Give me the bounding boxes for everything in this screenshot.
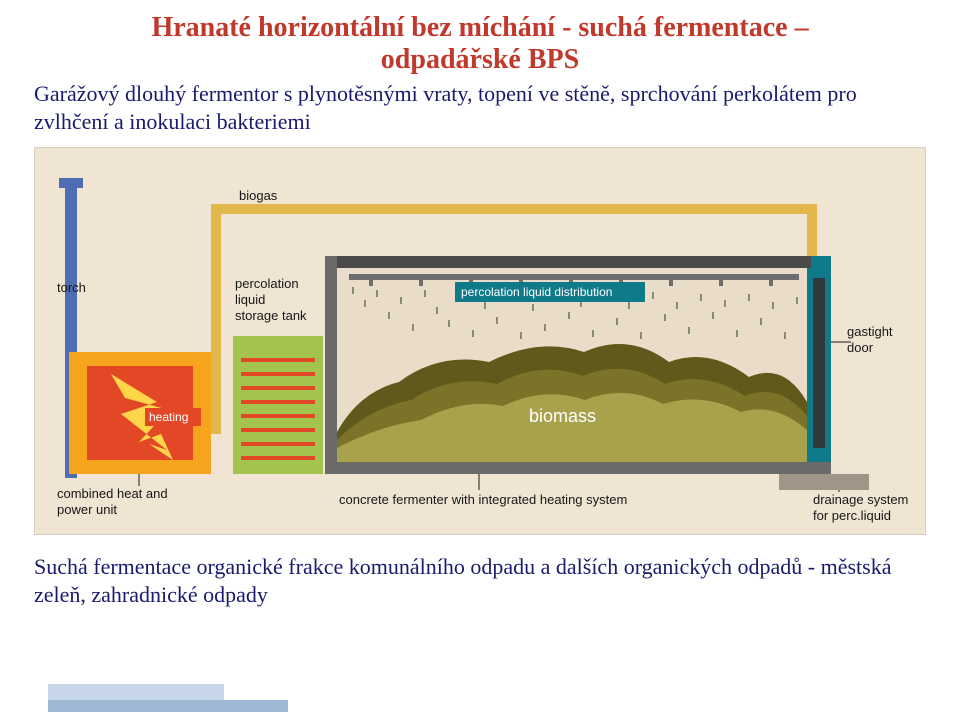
svg-text:heating: heating xyxy=(149,410,188,424)
page-caption: Suchá fermentace organické frakce komuná… xyxy=(34,553,926,608)
svg-text:for perc.liquid: for perc.liquid xyxy=(813,508,891,523)
label-perc-distribution: percolation liquid distribution xyxy=(455,282,645,302)
label-biomass: biomass xyxy=(529,406,596,426)
footer-decoration xyxy=(0,686,960,712)
svg-text:percolation liquid distributio: percolation liquid distribution xyxy=(461,285,612,299)
label-heating: heating xyxy=(145,408,201,426)
svg-text:combined heat and: combined heat and xyxy=(57,486,168,501)
page-title-line1: Hranaté horizontální bez míchání - suchá… xyxy=(34,12,926,44)
svg-text:gastight: gastight xyxy=(847,324,893,339)
svg-text:storage tank: storage tank xyxy=(235,308,307,323)
drainage-slab xyxy=(779,474,869,490)
page-subtitle: Garážový dlouhý fermentor s plynotěsnými… xyxy=(34,80,926,135)
svg-text:door: door xyxy=(847,340,874,355)
perc-tank xyxy=(233,336,323,474)
page-title-line2: odpadářské BPS xyxy=(34,44,926,76)
fermenter-diagram: torch biogas gastight door xyxy=(39,152,919,530)
label-torch: torch xyxy=(57,280,86,295)
svg-text:percolation: percolation xyxy=(235,276,299,291)
label-biogas: biogas xyxy=(239,188,278,203)
diagram-frame: torch biogas gastight door xyxy=(34,147,926,535)
gastight-door xyxy=(807,256,831,474)
svg-text:concrete fermenter with integr: concrete fermenter with integrated heati… xyxy=(339,492,627,507)
svg-text:drainage system: drainage system xyxy=(813,492,908,507)
svg-text:power unit: power unit xyxy=(57,502,117,517)
svg-text:liquid: liquid xyxy=(235,292,265,307)
